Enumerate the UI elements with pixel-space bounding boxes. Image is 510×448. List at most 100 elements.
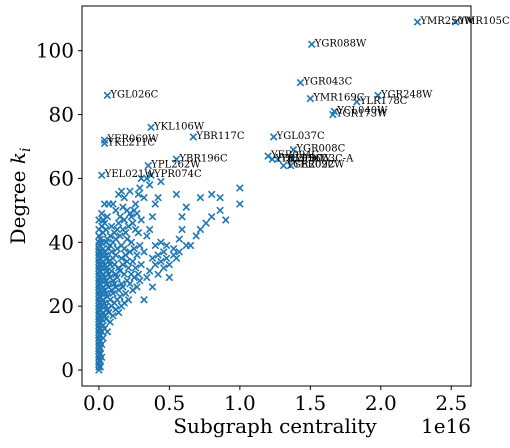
data-point <box>109 289 117 298</box>
data-point <box>127 238 136 247</box>
labeled-data-point <box>286 161 295 170</box>
data-point <box>126 280 134 288</box>
x-tick-label: 0.0 <box>83 391 115 415</box>
point-label: YGL037C <box>276 131 325 142</box>
data-point <box>121 289 130 298</box>
data-point <box>136 184 144 192</box>
y-tick-label: 100 <box>36 39 74 63</box>
data-point <box>103 212 112 221</box>
data-point <box>143 273 151 282</box>
labeled-data-point <box>269 133 278 141</box>
data-point <box>124 296 133 304</box>
data-point <box>120 193 129 202</box>
point-label: YBL056W <box>280 153 332 164</box>
data-point <box>123 257 131 266</box>
x-tick-label: 1.5 <box>294 391 326 415</box>
point-label: YER022W <box>293 160 346 171</box>
data-point <box>145 181 154 189</box>
data-point <box>116 232 124 240</box>
point-label: YLR178C <box>359 96 408 107</box>
data-point <box>140 296 148 304</box>
data-point <box>136 241 144 250</box>
data-point <box>109 200 117 208</box>
point-label: YGR088W <box>314 38 367 49</box>
x-tick-label: 0.5 <box>153 391 185 415</box>
data-point <box>113 225 122 234</box>
labeled-data-point <box>172 155 181 164</box>
point-label: YMR169C <box>312 93 364 104</box>
data-point <box>134 190 143 199</box>
x-tick-label: 1.0 <box>224 391 256 415</box>
y-tick-label: 20 <box>49 294 74 318</box>
point-label: YDL215C <box>274 153 323 164</box>
data-point <box>169 244 178 253</box>
point-label: YCL040W <box>336 105 388 116</box>
data-point <box>120 270 129 279</box>
data-point <box>178 212 186 221</box>
labeled-data-point <box>289 145 298 154</box>
data-point <box>106 318 114 326</box>
point-label: YGR209C <box>286 160 336 171</box>
data-point <box>134 270 143 279</box>
x-tick-label: 2.5 <box>435 391 467 415</box>
data-point <box>100 219 109 227</box>
data-point <box>207 212 216 221</box>
data-point <box>186 241 195 250</box>
data-points <box>95 18 460 374</box>
data-point <box>192 232 200 240</box>
data-point <box>120 244 129 253</box>
labeled-data-point <box>103 91 112 100</box>
point-label: YGR248W <box>380 89 433 100</box>
data-point <box>165 273 174 282</box>
data-point <box>131 264 140 272</box>
data-point <box>178 225 186 234</box>
data-point <box>136 276 144 285</box>
data-point <box>103 327 112 336</box>
labeled-data-point <box>374 91 382 100</box>
labeled-data-point <box>274 155 282 164</box>
y-axis-label-var: k <box>6 152 30 164</box>
data-point <box>148 283 157 291</box>
data-point <box>126 187 134 195</box>
y-tick-label: 80 <box>49 103 74 127</box>
data-point <box>137 174 145 183</box>
data-point <box>159 264 168 272</box>
data-point <box>97 209 106 218</box>
labeled-data-point <box>147 171 155 180</box>
data-point <box>133 251 141 259</box>
data-point <box>221 216 230 224</box>
data-point <box>157 257 165 266</box>
data-point <box>143 232 151 240</box>
y-axis-label-main: Degree <box>6 164 30 244</box>
point-label: YFR053C-A <box>294 153 354 164</box>
point-label: YGL026C <box>109 89 158 100</box>
point-label: YKL106W <box>153 121 205 132</box>
data-point <box>175 248 184 256</box>
labeled-data-point <box>100 139 109 148</box>
data-point <box>128 257 137 266</box>
point-label: YMR250W <box>419 16 474 27</box>
data-point <box>109 311 117 320</box>
y-tick-label: 0 <box>61 358 74 382</box>
data-point <box>157 177 165 186</box>
data-point <box>216 206 224 215</box>
y-axis-label: Degree ki <box>6 148 34 245</box>
data-point <box>151 200 160 208</box>
data-point <box>154 251 162 259</box>
data-point <box>157 238 165 247</box>
data-point <box>196 193 205 202</box>
point-label: YPL262W <box>150 160 201 171</box>
data-point <box>216 193 224 202</box>
data-point <box>113 273 122 282</box>
data-point <box>128 219 137 227</box>
data-point <box>130 244 138 253</box>
x-axis-ticks: 0.0 0.5 1.0 1.5 2.0 2.5 <box>83 386 467 415</box>
y-axis-ticks: 0 20 40 60 80 100 <box>36 39 82 382</box>
data-point <box>97 340 106 349</box>
data-point <box>140 193 148 202</box>
data-point <box>121 228 130 237</box>
data-point <box>236 200 244 208</box>
data-point <box>131 200 140 208</box>
labeled-data-point <box>97 171 106 180</box>
data-point <box>99 334 107 342</box>
